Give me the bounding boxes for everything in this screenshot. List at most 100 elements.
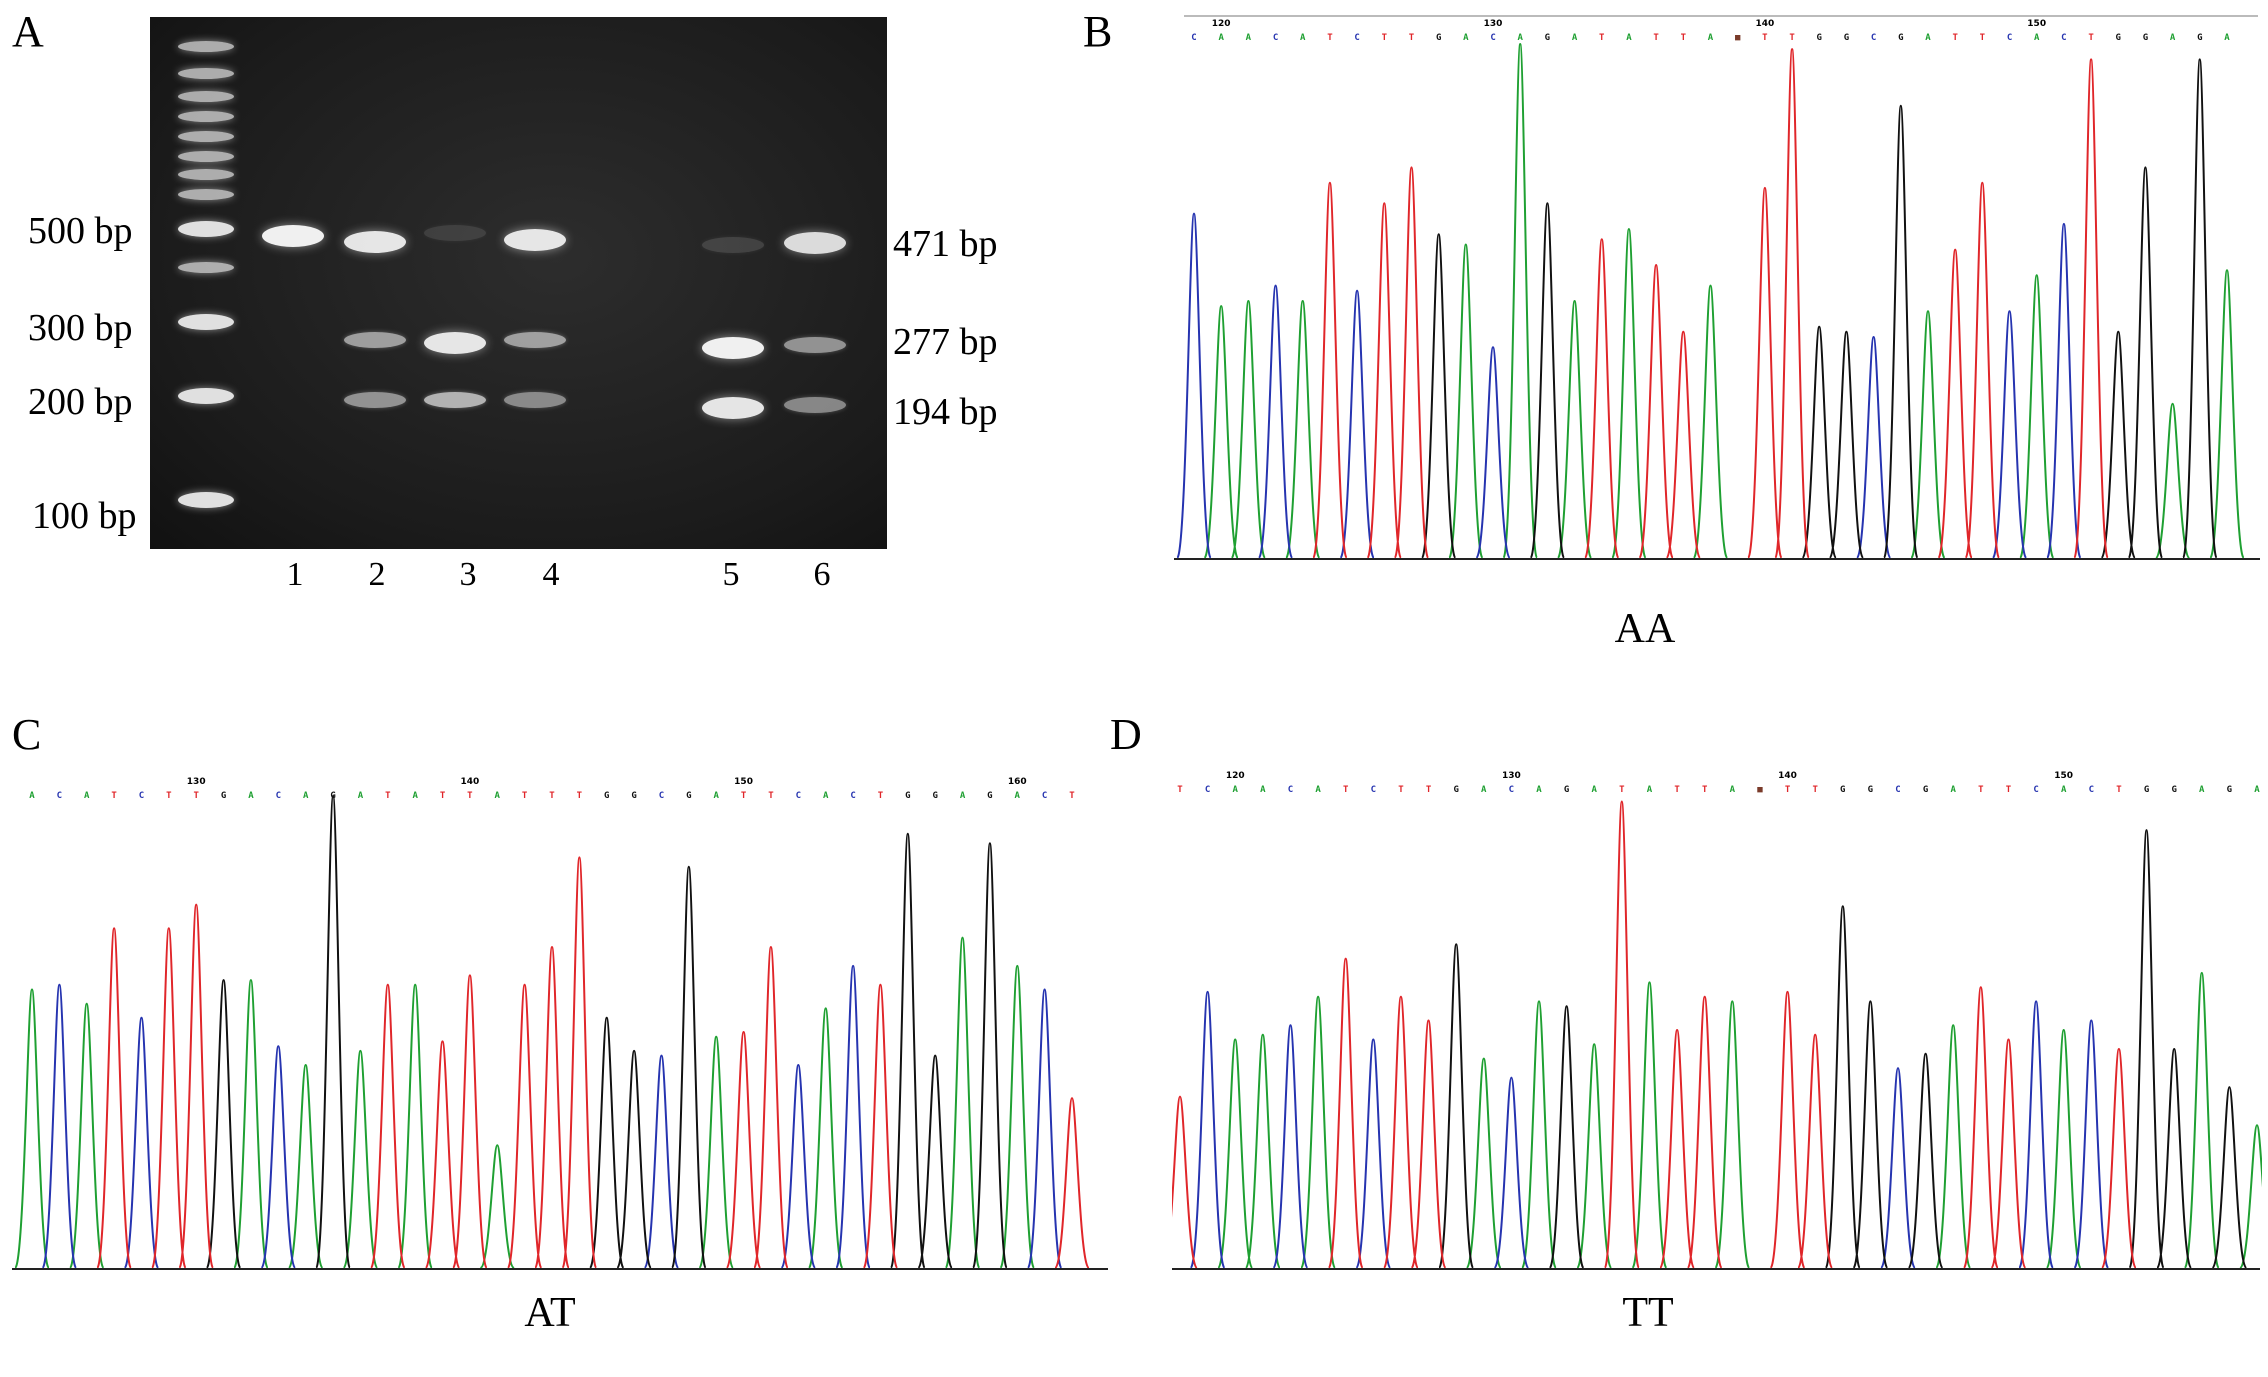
trace-a (1203, 42, 2245, 559)
base-call: C (1354, 33, 1359, 43)
ladder-band (178, 262, 234, 273)
base-call: G (1840, 785, 1845, 795)
ladder-label-300: 300 bp (28, 307, 133, 349)
trace-c (1189, 990, 2110, 1269)
base-call: G (221, 791, 226, 801)
ladder-band (178, 68, 234, 79)
ladder-band (178, 91, 234, 102)
ladder-band (178, 131, 234, 142)
gel-band (702, 237, 764, 253)
base-call: T (1789, 33, 1795, 43)
base-call: A (495, 791, 501, 801)
gel-band (504, 229, 566, 251)
base-call: T (385, 791, 391, 801)
panel-letter-d: D (1110, 710, 1142, 759)
base-call: A (412, 791, 418, 801)
lane-number-6: 6 (813, 556, 831, 593)
genotype-label-tt: TT (1622, 1290, 1674, 1336)
gel-image (150, 17, 887, 549)
base-call: T (166, 791, 172, 801)
trace-t (1312, 48, 2109, 559)
base-call: C (1191, 33, 1196, 43)
base-call: C (1509, 785, 1514, 795)
base-call: G (1868, 785, 1873, 795)
base-call: T (741, 791, 747, 801)
base-call: C (139, 791, 144, 801)
base-call: C (2033, 785, 2038, 795)
gel-band (424, 392, 486, 408)
lane-number-2: 2 (368, 556, 386, 593)
base-call: C (796, 791, 801, 801)
base-call: C (1490, 33, 1495, 43)
gel-band (262, 225, 324, 247)
base-call: G (1564, 785, 1569, 795)
lane-number-1: 1 (286, 556, 304, 593)
chromatogram-d: 120 130 140 150 T C A A C A T C T T G A C A G A T A T T A ■ T T G G C G… (1172, 771, 2262, 1270)
base-call: T (1327, 33, 1333, 43)
base-call: A (1260, 785, 1266, 795)
base-call: A (248, 791, 254, 801)
gel-band (344, 392, 406, 408)
base-call: G (905, 791, 910, 801)
base-call: A (1626, 33, 1632, 43)
ladder-band (178, 314, 234, 330)
panel-letter-c: C (12, 710, 42, 759)
base-call: T (2006, 785, 2012, 795)
base-call: A (1647, 785, 1653, 795)
trace-g (1420, 58, 2218, 559)
base-call: C (276, 791, 281, 801)
base-call: A (1730, 785, 1736, 795)
base-call: A (1925, 33, 1931, 43)
trace-g (205, 794, 1008, 1269)
base-call: T (549, 791, 555, 801)
sequence-position-label: 140 (1778, 771, 1797, 781)
sequence-position-label: 140 (460, 777, 479, 787)
base-call: A (823, 791, 829, 801)
base-call: T (768, 791, 774, 801)
base-call: T (1978, 785, 1984, 795)
base-call: A (358, 791, 364, 801)
base-call: A (2199, 785, 2205, 795)
base-call: A (1015, 791, 1021, 801)
product-label-194: 194 bp (893, 391, 998, 433)
base-call: G (1453, 785, 1458, 795)
trace-c (1176, 212, 2082, 559)
gel-band (504, 332, 566, 348)
base-call: C (659, 791, 664, 801)
sequence-position-label: 130 (187, 777, 206, 787)
base-call: A (2061, 785, 2067, 795)
base-call: T (111, 791, 117, 801)
base-call: G (604, 791, 609, 801)
gel-band (344, 231, 406, 253)
ladder-band (178, 221, 234, 237)
base-call: C (1205, 785, 1210, 795)
base-call: A (1463, 33, 1469, 43)
base-call: A (1246, 33, 1252, 43)
ladder-band (178, 111, 234, 122)
base-call: T (467, 791, 473, 801)
base-call: G (2197, 33, 2202, 43)
gel-band (784, 232, 846, 254)
ladder-band (178, 189, 234, 200)
base-call: A (1218, 33, 1224, 43)
base-call: A (1572, 33, 1578, 43)
sequence-position-label: 150 (734, 777, 753, 787)
base-call: C (850, 791, 855, 801)
base-call: T (1343, 785, 1349, 795)
base-call: C (1371, 785, 1376, 795)
trace-g (1438, 829, 2248, 1269)
gel-band (424, 332, 486, 354)
gel-band (702, 397, 764, 419)
base-call: A (2034, 33, 2040, 43)
gel-band (784, 337, 846, 353)
ladder-band (178, 151, 234, 162)
sequence-position-label: 160 (1008, 777, 1027, 787)
base-call: G (631, 791, 636, 801)
genotype-label-at: AT (524, 1290, 576, 1336)
base-call: T (1785, 785, 1791, 795)
base-call: G (1545, 33, 1550, 43)
lane-number-4: 4 (542, 556, 560, 593)
panel-letter-a: A (12, 7, 44, 56)
sequence-position-label: 140 (1755, 19, 1774, 29)
lane-number-3: 3 (459, 556, 477, 593)
